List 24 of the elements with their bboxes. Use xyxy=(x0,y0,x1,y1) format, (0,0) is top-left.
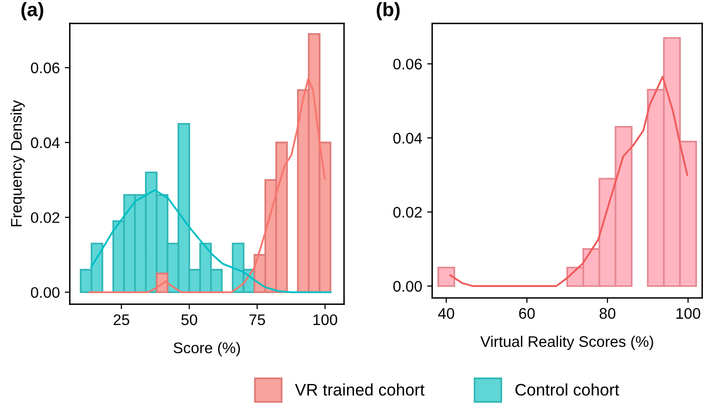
x-tick-label: 100 xyxy=(313,314,338,326)
x-axis-title: Virtual Reality Scores (%) xyxy=(480,336,654,350)
y-tick-label: 0.02 xyxy=(393,206,422,218)
x-axis-title: Score (%) xyxy=(174,342,240,356)
line-series xyxy=(90,189,332,294)
x-tick-label: 25 xyxy=(114,314,130,326)
y-tick-label: 0.02 xyxy=(30,212,60,224)
legend-label: VR trained cohort xyxy=(294,383,424,396)
x-tick-label: 75 xyxy=(249,314,266,326)
x-tick-label: 100 xyxy=(676,308,700,319)
y-tick-label: 0.04 xyxy=(30,137,60,148)
y-tick-label: 0.04 xyxy=(393,132,422,144)
x-tick-label: 40 xyxy=(438,308,454,319)
y-tick-label: 0.00 xyxy=(393,280,422,292)
chart-title: (a) xyxy=(21,2,44,20)
legend-label: Control cohort xyxy=(515,383,620,396)
x-tick-label: 80 xyxy=(600,308,616,319)
y-tick-label: 0.00 xyxy=(30,287,60,298)
x-tick-label: 60 xyxy=(519,308,535,319)
x-tick-label: 50 xyxy=(181,314,198,326)
y-tick-label: 0.06 xyxy=(393,58,422,70)
y-tick-label: 0.06 xyxy=(30,62,60,74)
chart-title: (b) xyxy=(376,2,400,20)
y-axis-title: Frequency Density xyxy=(10,100,25,226)
